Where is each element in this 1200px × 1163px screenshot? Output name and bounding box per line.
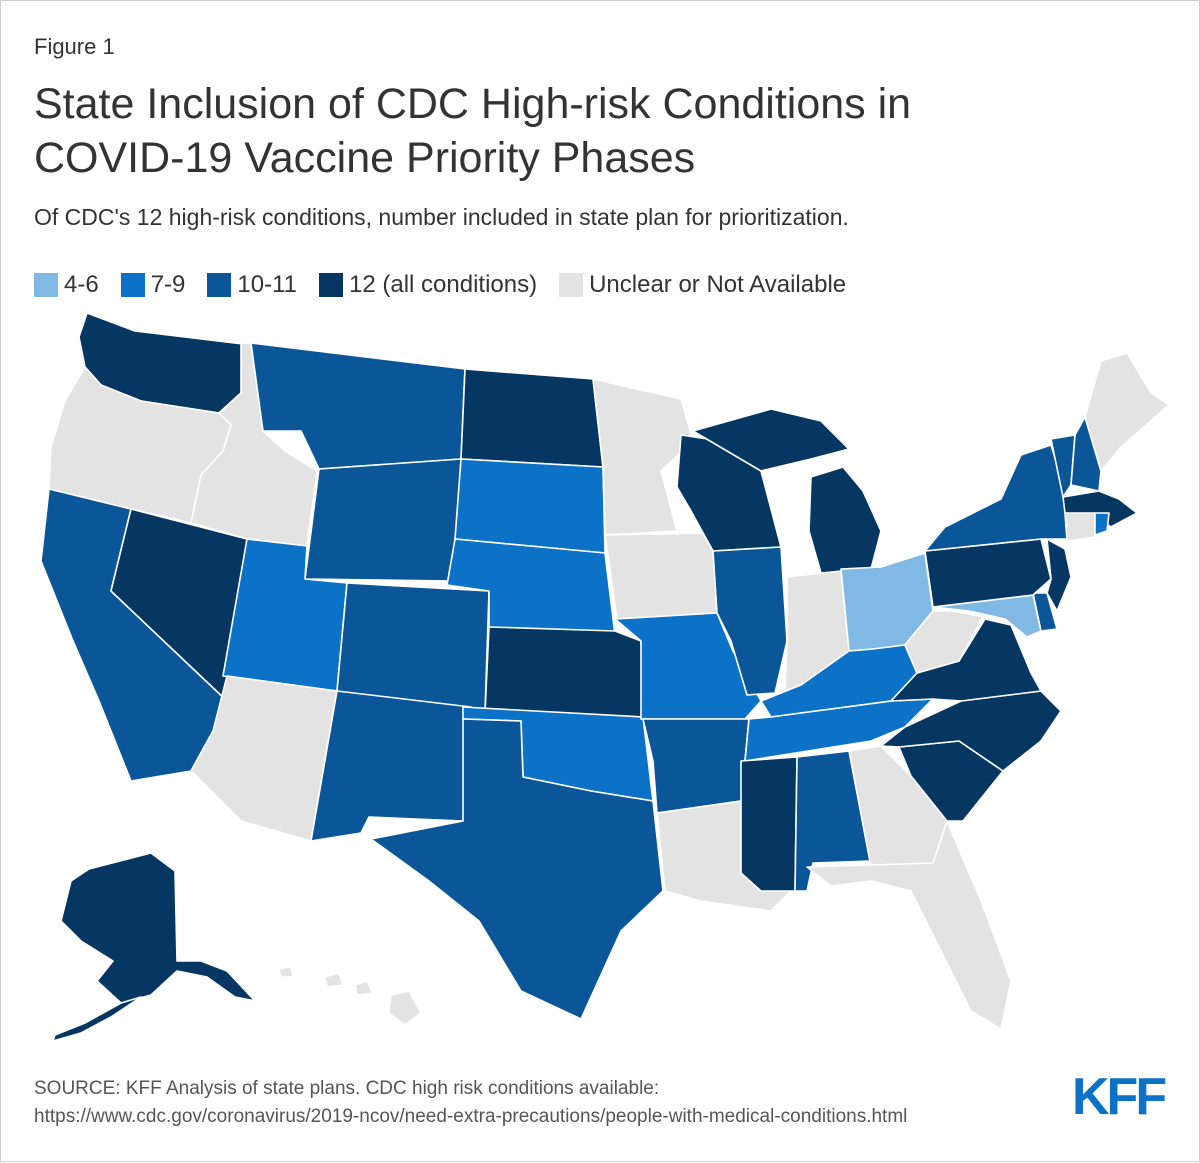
state-ri[interactable] xyxy=(1094,512,1110,536)
state-tx[interactable] xyxy=(370,718,664,1020)
legend-item-12: 12 (all conditions) xyxy=(318,271,538,299)
page-title: State Inclusion of CDC High-risk Conditi… xyxy=(34,77,1134,185)
state-fl[interactable] xyxy=(806,820,1012,1030)
state-ms[interactable] xyxy=(740,756,798,892)
legend-item-10-11: 10-11 xyxy=(207,271,297,299)
state-mi-upper[interactable] xyxy=(692,408,850,472)
state-il[interactable] xyxy=(712,546,788,696)
source-note: SOURCE: KFF Analysis of state plans. CDC… xyxy=(34,1075,907,1131)
state-nd[interactable] xyxy=(460,368,604,468)
state-me[interactable] xyxy=(1084,352,1170,472)
legend-swatch xyxy=(207,273,232,297)
figure-label: Figure 1 xyxy=(34,34,115,59)
state-nh[interactable] xyxy=(1070,416,1102,492)
state-ak[interactable] xyxy=(60,852,256,1004)
state-sd[interactable] xyxy=(454,458,606,554)
state-nm[interactable] xyxy=(310,690,472,842)
legend-swatch xyxy=(318,273,343,297)
title-line-2: COVID-19 Vaccine Priority Phases xyxy=(34,134,696,182)
state-ar[interactable] xyxy=(642,718,750,814)
legend-label: 7-9 xyxy=(150,271,186,298)
state-nj[interactable] xyxy=(1046,538,1072,612)
legend-swatch xyxy=(120,273,145,297)
state-ak-peninsula[interactable] xyxy=(52,996,142,1042)
legend-item-unclear: Unclear or Not Available xyxy=(559,271,846,299)
source-line-2[interactable]: https://www.cdc.gov/coronavirus/2019-nco… xyxy=(34,1106,908,1127)
state-id[interactable] xyxy=(190,342,318,547)
kff-logo: KFF xyxy=(1072,1068,1167,1126)
state-de[interactable] xyxy=(1032,592,1058,632)
legend-swatch xyxy=(34,273,58,297)
legend-item-4-6: 4-6 xyxy=(34,271,99,299)
legend-label: 10-11 xyxy=(237,271,297,298)
legend-label: 4-6 xyxy=(64,271,99,298)
state-hi-4[interactable] xyxy=(388,990,422,1026)
state-hi-3[interactable] xyxy=(354,980,374,996)
state-ny[interactable] xyxy=(924,444,1068,552)
state-wv[interactable] xyxy=(904,610,984,674)
subtitle: Of CDC's 12 high-risk conditions, number… xyxy=(34,204,849,230)
state-wy[interactable] xyxy=(304,458,462,582)
legend: 4-6 7-9 10-11 12 (all conditions) Unclea… xyxy=(34,269,868,301)
legend-swatch xyxy=(559,273,584,297)
state-mi-lower[interactable] xyxy=(808,466,882,574)
state-ks[interactable] xyxy=(484,626,644,718)
source-line-1: SOURCE: KFF Analysis of state plans. CDC… xyxy=(34,1078,660,1099)
state-tn[interactable] xyxy=(744,698,934,762)
state-hi-1[interactable] xyxy=(278,966,294,978)
legend-label: 12 (all conditions) xyxy=(348,271,538,298)
state-hi-2[interactable] xyxy=(324,972,344,988)
legend-label: Unclear or Not Available xyxy=(589,271,847,298)
state-mn[interactable] xyxy=(592,378,694,536)
state-ct[interactable] xyxy=(1064,512,1096,542)
state-nc[interactable] xyxy=(880,690,1062,772)
title-line-1: State Inclusion of CDC High-risk Conditi… xyxy=(34,80,912,128)
legend-item-7-9: 7-9 xyxy=(120,271,186,299)
